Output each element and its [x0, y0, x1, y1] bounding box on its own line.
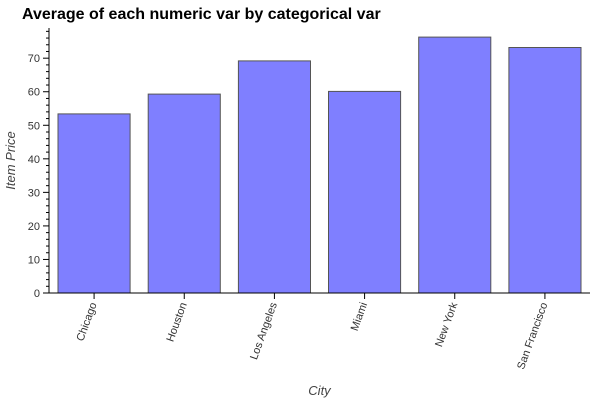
x-tick-label-los-angeles: Los Angeles: [248, 300, 280, 361]
y-ticks-layer: 0 10 20 30 40 50 60 70: [28, 30, 49, 300]
bar-houston: [147, 93, 221, 294]
x-tick-label-chicago: Chicago: [75, 301, 100, 343]
bar-chicago: [57, 113, 131, 294]
y-tick-label: 50: [28, 120, 40, 132]
x-tick-label-new-york: New York: [433, 300, 460, 348]
y-tick-label: 0: [34, 288, 40, 300]
x-axis-label: City: [308, 383, 332, 398]
y-tick-label: 70: [28, 53, 40, 65]
y-tick-label: 10: [28, 254, 40, 266]
x-tick-label-houston: Houston: [165, 301, 190, 344]
axes-layer: [48, 28, 590, 294]
y-tick-label: 20: [28, 221, 40, 233]
x-tick-label-miami: Miami: [349, 301, 370, 333]
bar-miami: [328, 90, 402, 294]
bars-layer: [57, 36, 582, 294]
bar-new-york: [418, 36, 492, 294]
x-ticks-layer: Chicago Houston Los Angeles Miami New York Sa…: [75, 293, 550, 371]
x-tick-label-san-francisco: San Francisco: [515, 301, 550, 371]
y-axis-label: Item Price: [3, 131, 18, 190]
bar-los-angeles: [237, 60, 311, 294]
y-tick-label: 30: [28, 187, 40, 199]
bar-san-francisco: [508, 47, 582, 294]
y-tick-label: 60: [28, 87, 40, 99]
chart-title: Average of each numeric var by categoric…: [22, 6, 381, 23]
y-tick-label: 40: [28, 154, 40, 166]
